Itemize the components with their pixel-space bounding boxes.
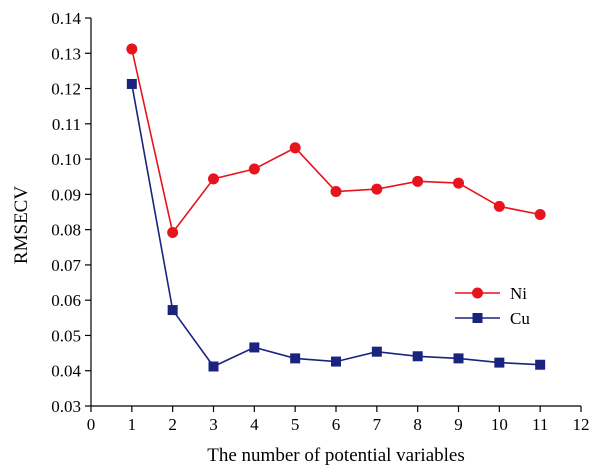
y-tick-label: 0.11 [52,115,81,134]
y-tick-label: 0.12 [51,80,81,99]
point-ni-1 [126,43,138,55]
legend: Ni Cu [455,284,530,328]
point-cu-2 [167,305,178,316]
x-tick-label: 9 [454,415,463,434]
point-ni-6 [330,186,342,198]
point-cu-7 [371,346,382,357]
point-cu-10 [494,357,505,368]
y-tick-label: 0.08 [51,221,81,240]
point-ni-11 [534,208,546,220]
x-axis-title: The number of potential variables [207,445,464,466]
y-tick-label: 0.10 [51,150,81,169]
x-tick-label: 6 [332,415,341,434]
x-axis-ticks: 0 1 2 3 4 5 6 7 8 9 10 11 12 [87,406,590,434]
y-tick-label: 0.09 [51,185,81,204]
point-cu-9 [453,353,464,364]
x-tick-label: 2 [168,415,177,434]
x-tick-label: 3 [209,415,218,434]
y-tick-label: 0.07 [51,256,81,275]
point-cu-4 [249,342,260,353]
point-ni-5 [289,142,301,154]
point-ni-4 [248,163,260,175]
y-tick-label: 0.14 [51,9,81,28]
series-line-cu [131,83,541,368]
series-line-ni [131,48,541,235]
series-layer [126,43,546,372]
legend-marker-ni [472,287,483,299]
point-ni-10 [493,200,505,212]
x-tick-label: 0 [87,415,96,434]
point-cu-8 [412,351,423,362]
axes [90,18,581,407]
point-ni-9 [453,177,464,189]
x-tick-label: 1 [128,415,137,434]
legend-label-ni: Ni [510,284,527,303]
x-tick-label: 10 [491,415,508,434]
point-cu-1 [126,78,137,89]
point-cu-11 [535,359,546,370]
x-tick-label: 4 [250,415,259,434]
x-tick-label: 5 [291,415,300,434]
x-tick-label: 7 [373,415,382,434]
point-cu-6 [331,356,341,367]
y-tick-label: 0.06 [51,291,81,310]
y-axis-ticks: 0.03 0.04 0.05 0.06 0.07 0.08 0.09 0.10 0.11 0.12… [51,9,91,416]
y-tick-label: 0.13 [51,44,81,63]
x-tick-label: 11 [532,415,548,434]
y-tick-label: 0.03 [51,397,81,416]
y-axis-title: RMSECV [11,186,32,264]
x-tick-label: 8 [413,415,422,434]
point-cu-5 [290,353,301,364]
point-ni-3 [208,173,219,185]
y-tick-label: 0.05 [51,326,81,345]
x-tick-label: 12 [573,415,590,434]
point-ni-8 [412,175,424,187]
legend-marker-cu [472,313,483,323]
point-cu-3 [208,361,219,372]
legend-label-cu: Cu [510,309,530,328]
point-ni-7 [371,183,383,195]
point-ni-2 [167,226,179,238]
y-tick-label: 0.04 [51,362,81,381]
